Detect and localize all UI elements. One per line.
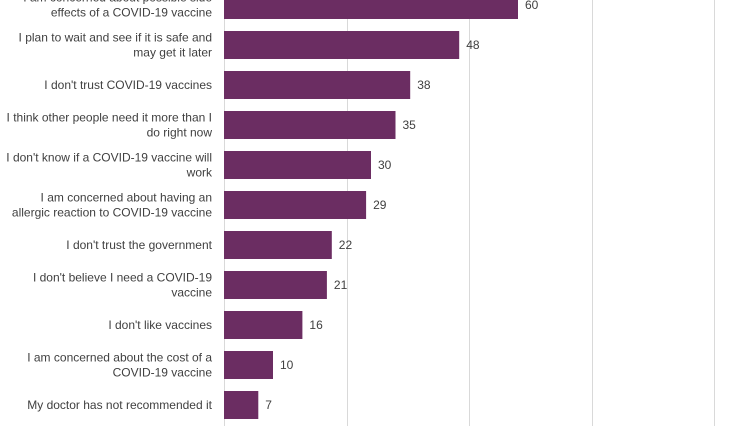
category-label-2: I don't trust COVID-19 vaccines	[44, 78, 212, 92]
category-labels: I am concerned about possible sideeffect…	[6, 0, 213, 412]
bar-9	[224, 351, 273, 379]
category-label-10: My doctor has not recommended it	[27, 398, 212, 412]
category-label-line: I plan to wait and see if it is safe and	[19, 31, 212, 45]
value-label-9: 10	[280, 358, 294, 372]
value-label-10: 7	[265, 398, 272, 412]
category-label-line: I don't like vaccines	[108, 318, 212, 332]
category-label-9: I am concerned about the cost of a COVID-…	[27, 351, 212, 380]
category-label-line: I don't believe I need a COVID-19	[33, 271, 212, 285]
bars	[224, 0, 518, 419]
category-label-line: may get it later	[133, 46, 212, 60]
category-label-line: I don't trust the government	[66, 238, 212, 252]
bar-1	[224, 31, 460, 59]
bar-8	[224, 311, 303, 339]
category-label-line: vaccine	[171, 286, 212, 300]
bar-6	[224, 231, 332, 259]
category-label-line: effects of a COVID-19 vaccine	[51, 6, 213, 20]
category-label-line: I am concerned about having an	[41, 191, 212, 205]
category-label-4: I don't know if a COVID-19 vaccine will w…	[6, 151, 213, 180]
category-label-5: I am concerned about having an allergic r…	[12, 191, 212, 220]
category-label-line: COVID-19 vaccine	[113, 366, 213, 380]
bar-3	[224, 111, 396, 139]
category-label-8: I don't like vaccines	[108, 318, 212, 332]
category-label-line: allergic reaction to COVID-19 vaccine	[12, 206, 212, 220]
bar-5	[224, 191, 367, 219]
bar-4	[224, 151, 371, 179]
category-label-6: I don't trust the government	[66, 238, 212, 252]
bar-10	[224, 391, 259, 419]
value-label-4: 30	[378, 158, 392, 172]
bar-7	[224, 271, 327, 299]
category-label-7: I don't believe I need a COVID-19 vaccine	[33, 271, 212, 300]
bar-0	[224, 0, 518, 19]
value-label-1: 48	[466, 38, 480, 52]
category-label-line: I think other people need it more than I	[7, 111, 212, 125]
category-label-1: I plan to wait and see if it is safe and…	[19, 31, 212, 60]
category-label-3: I think other people need it more than I…	[7, 111, 213, 140]
category-label-line: My doctor has not recommended it	[27, 398, 212, 412]
value-label-3: 35	[403, 118, 417, 132]
category-label-line: I don't know if a COVID-19 vaccine will	[6, 151, 212, 165]
value-label-6: 22	[339, 238, 353, 252]
value-label-8: 16	[309, 318, 323, 332]
category-label-0: I am concerned about possible sideeffect…	[23, 0, 212, 20]
category-label-line: work	[186, 166, 213, 180]
bar-2	[224, 71, 411, 99]
category-label-line: I don't trust COVID-19 vaccines	[44, 78, 212, 92]
value-label-2: 38	[417, 78, 431, 92]
value-label-5: 29	[373, 198, 387, 212]
category-label-line: I am concerned about the cost of a	[27, 351, 212, 365]
category-label-line: I am concerned about possible side	[23, 0, 212, 5]
category-label-line: do right now	[147, 126, 213, 140]
value-labels: 60 48 38 35 30 29 22 21 16 10 7	[265, 0, 538, 412]
value-label-7: 21	[334, 278, 348, 292]
value-label-0: 60	[525, 0, 539, 12]
